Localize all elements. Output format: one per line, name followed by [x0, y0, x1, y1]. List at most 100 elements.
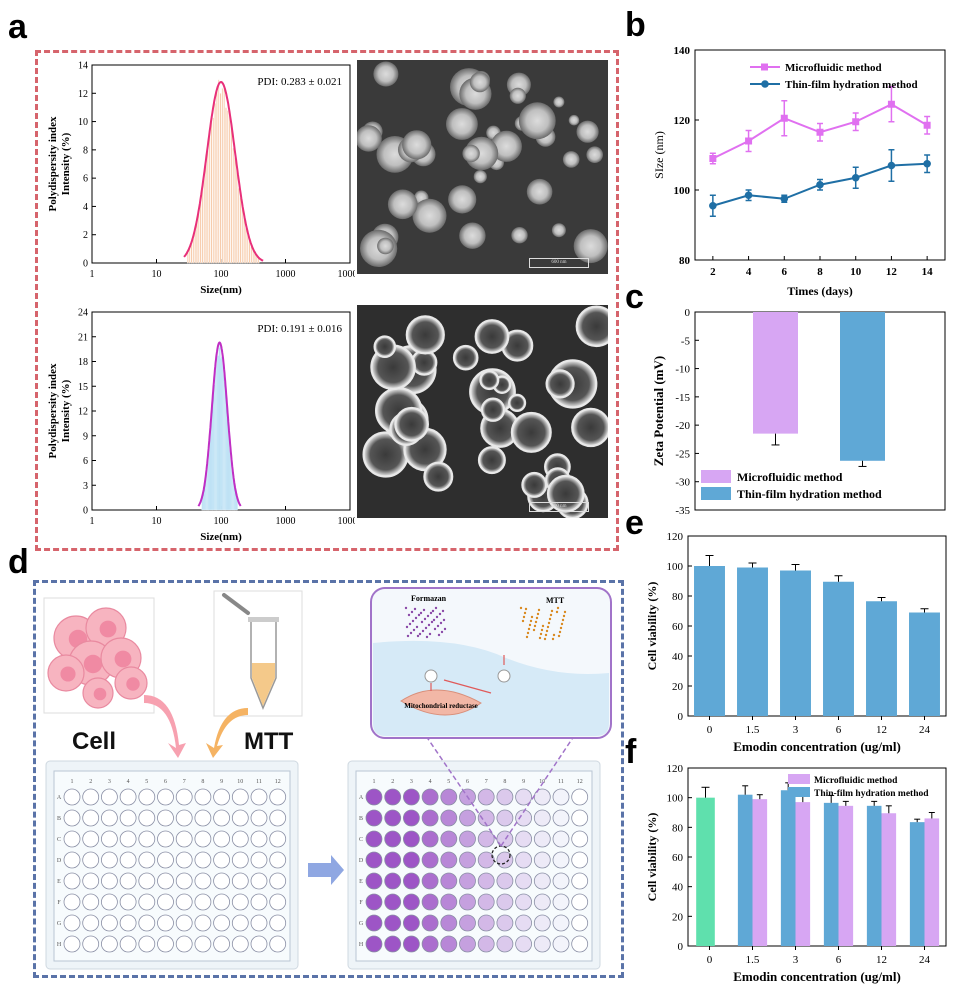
- histogram-bar: [228, 115, 231, 264]
- histogram-bar: [223, 86, 225, 264]
- well: [231, 788, 249, 806]
- well: [515, 935, 533, 953]
- vesicle: [521, 471, 548, 498]
- well: [477, 809, 495, 827]
- plate-row-label: D: [359, 858, 364, 864]
- well: [175, 809, 193, 827]
- panel-a-frame: [35, 50, 619, 551]
- vesicle: [423, 461, 454, 492]
- pdi-annotation: PDI: 0.191 ± 0.016: [257, 323, 342, 335]
- well: [250, 788, 268, 806]
- zoom-line: [500, 732, 577, 847]
- well: [175, 788, 193, 806]
- mtt-dot: [535, 616, 539, 620]
- histogram-bar: [237, 188, 240, 264]
- panel-label-e: e: [625, 504, 644, 542]
- tube-cap: [248, 617, 279, 622]
- well: [402, 830, 420, 848]
- well: [269, 830, 287, 848]
- x-tick-label: 12: [886, 266, 898, 278]
- x-tick-label: 6: [782, 266, 788, 278]
- well: [250, 851, 268, 869]
- well: [250, 893, 268, 911]
- x-tick-label: 0: [707, 724, 713, 736]
- cell-nucleus: [99, 620, 117, 638]
- well: [119, 788, 137, 806]
- well: [515, 872, 533, 890]
- mtt-dot: [536, 612, 540, 616]
- histogram-bar: [221, 88, 224, 264]
- well: [402, 893, 420, 911]
- well: [231, 893, 249, 911]
- y-tick-label: 21: [78, 332, 88, 343]
- histogram-bar: [246, 234, 249, 264]
- plate-row-label: A: [57, 795, 62, 801]
- well: [213, 788, 231, 806]
- histogram-bar: [203, 171, 205, 264]
- well: [231, 935, 249, 953]
- y-axis-label: Polydispersity indexIntensity (%): [47, 363, 72, 459]
- y-tick-label: 12: [78, 407, 88, 418]
- vesicle: [387, 189, 418, 220]
- well: [477, 935, 495, 953]
- well: [175, 872, 193, 890]
- y-tick-label: -5: [681, 335, 691, 347]
- well: [175, 893, 193, 911]
- y-tick-label: 24: [78, 308, 88, 319]
- formazan-dot: [424, 626, 428, 630]
- plate-col-label: 9: [522, 779, 525, 785]
- vesicle: [446, 108, 478, 140]
- y-tick-label: 60: [672, 621, 684, 633]
- data-point: [887, 100, 895, 108]
- data-point: [923, 159, 931, 168]
- x-tick-label: 8: [817, 266, 823, 278]
- well: [402, 851, 420, 869]
- legend-swatch: [788, 787, 810, 797]
- data-point: [744, 191, 753, 200]
- well: [533, 914, 551, 932]
- mtt-dot: [526, 631, 530, 635]
- well: [82, 788, 100, 806]
- mtt-dot: [547, 621, 551, 625]
- x-tick-label: 1000: [276, 269, 296, 280]
- plate-col-label: 3: [410, 779, 413, 785]
- x-tick-label: 3: [793, 724, 799, 736]
- y-tick-label: 3: [83, 481, 88, 492]
- well: [231, 809, 249, 827]
- well: [157, 935, 174, 953]
- well: [213, 914, 231, 932]
- mtt-dot: [525, 635, 529, 639]
- vesicle: [459, 222, 486, 249]
- mtt-dot: [563, 610, 567, 614]
- well: [82, 872, 100, 890]
- legend-swatch: [788, 774, 810, 784]
- mtt-dot: [533, 624, 537, 628]
- panel-label-c: c: [625, 278, 644, 316]
- legend-label: Thin-film hydration method: [785, 79, 918, 91]
- well: [477, 914, 495, 932]
- vesicle: [480, 397, 506, 422]
- histogram-bar: [199, 201, 202, 264]
- fit-curve: [197, 341, 242, 507]
- legend-marker: [761, 80, 769, 88]
- formazan-dot: [413, 607, 417, 611]
- formazan-dot: [434, 606, 438, 610]
- y-tick-label: -30: [675, 477, 690, 489]
- well: [138, 830, 156, 848]
- well: [552, 851, 570, 869]
- well: [213, 935, 231, 953]
- y-tick-label: 0: [83, 259, 88, 270]
- well: [496, 914, 514, 932]
- vesicle: [509, 87, 526, 104]
- well: [63, 809, 81, 827]
- mtt-dot: [541, 624, 545, 628]
- well: [138, 893, 156, 911]
- fit-curve: [183, 80, 264, 262]
- well: [63, 788, 81, 806]
- well: [515, 788, 533, 806]
- formazan-dot: [412, 628, 416, 632]
- formazan-dot: [405, 625, 409, 629]
- well: [119, 893, 137, 911]
- tube-liquid: [252, 663, 275, 706]
